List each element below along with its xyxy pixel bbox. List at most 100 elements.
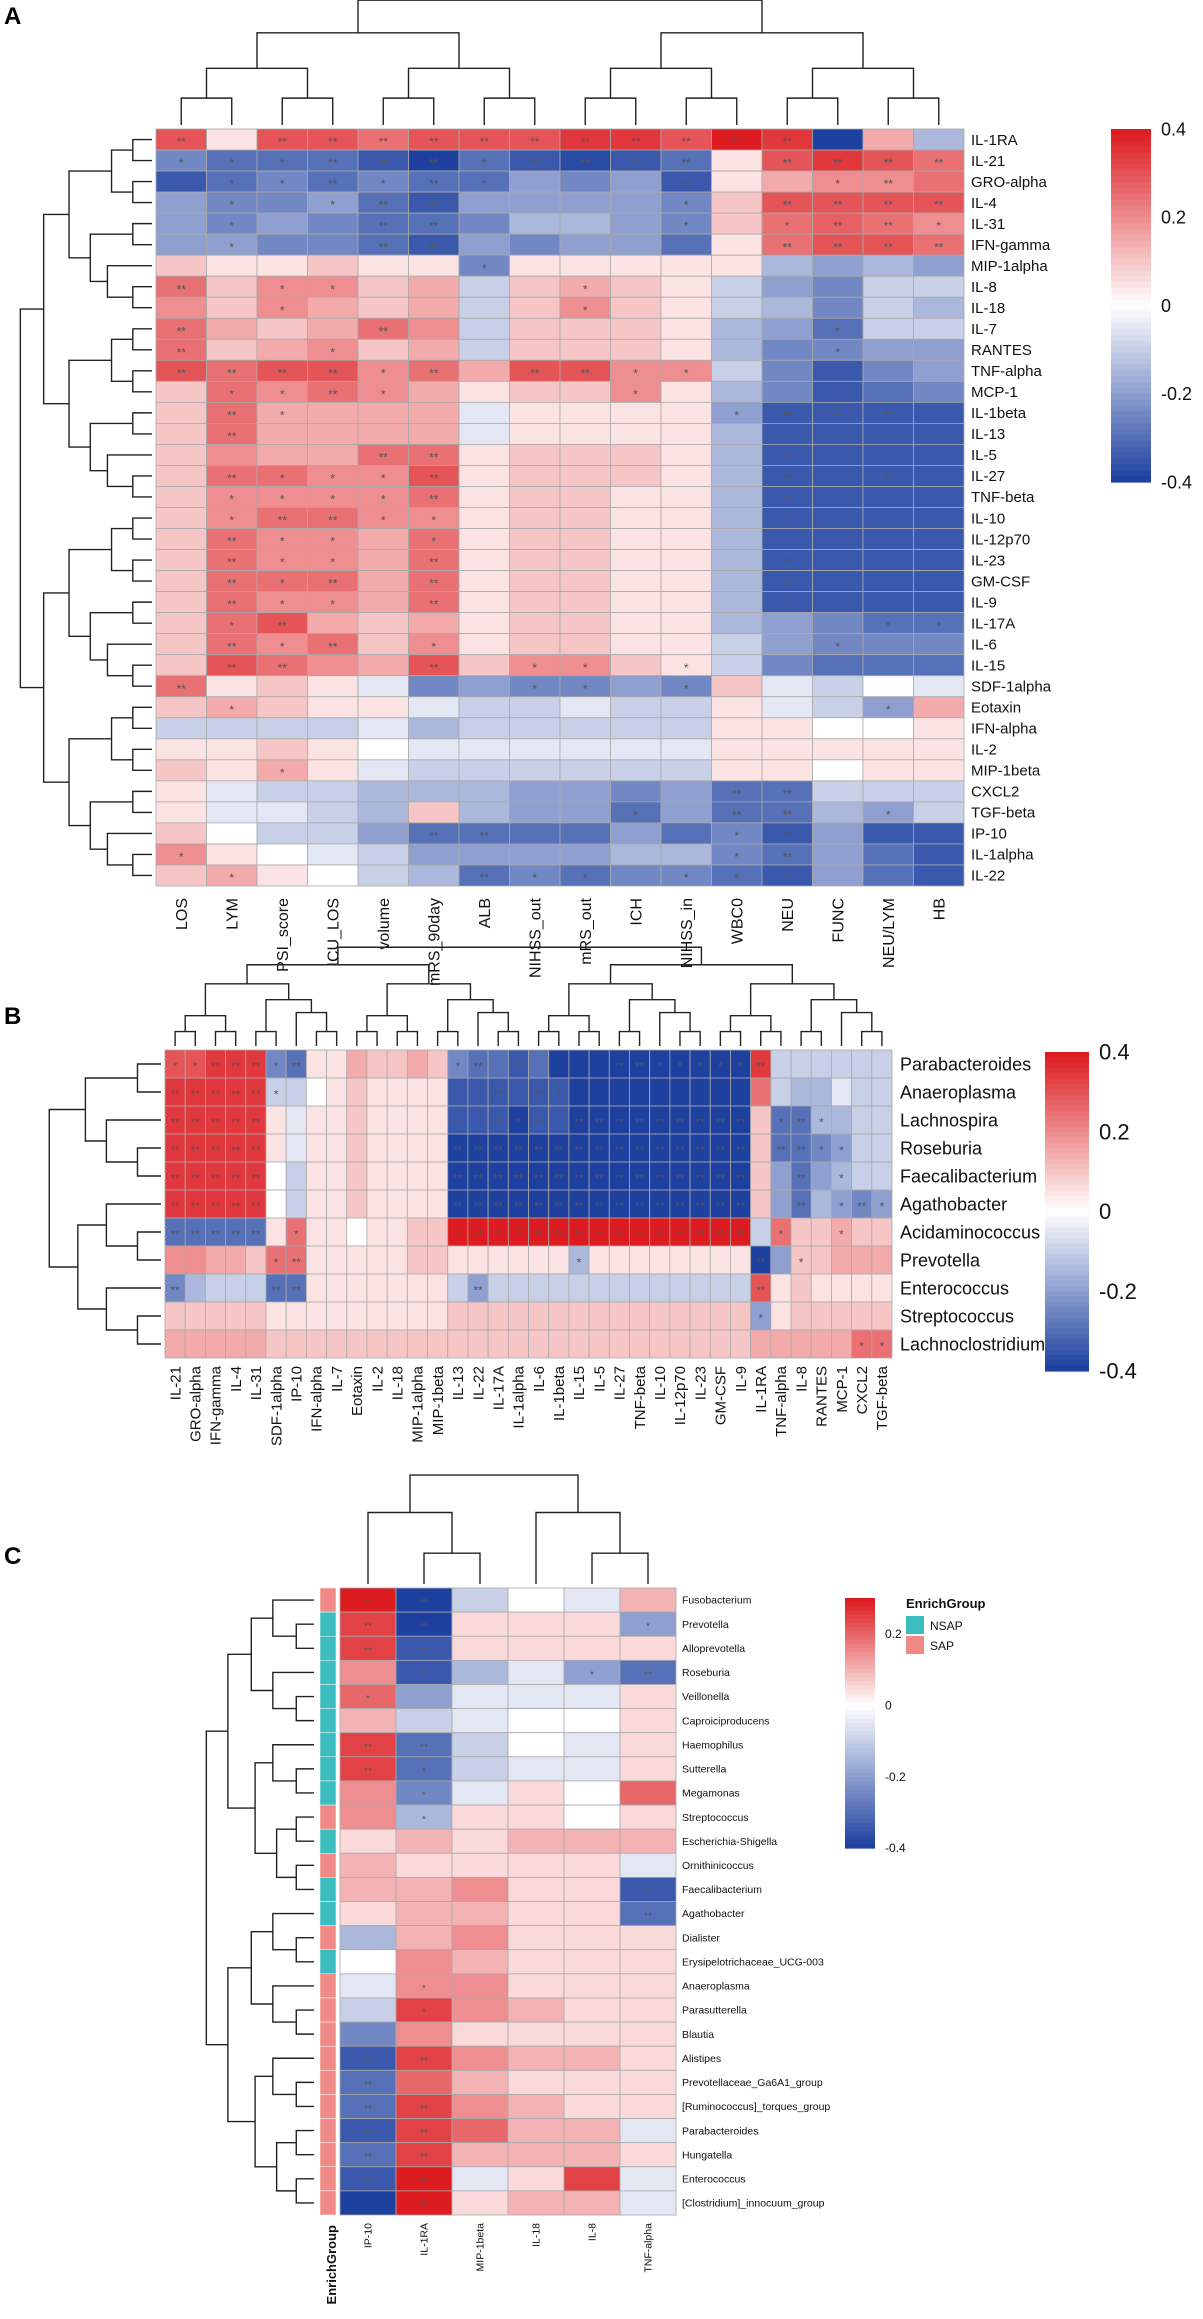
heatmap-cell	[913, 486, 965, 508]
significance-mark: *	[718, 1060, 723, 1074]
colorbar-step	[1045, 1307, 1089, 1314]
dendrogram-branch	[786, 97, 839, 125]
heatmap-cell	[563, 2094, 621, 2119]
heatmap-cell	[427, 1273, 449, 1303]
row-label: Parabacteroides	[900, 1054, 1031, 1074]
significance-mark: *	[880, 1200, 885, 1214]
significance-mark: **	[615, 1116, 625, 1130]
heatmap-cell	[509, 401, 561, 424]
heatmap-cell	[862, 507, 914, 529]
heatmap-cell	[204, 1273, 226, 1303]
significance-mark: *	[633, 366, 638, 380]
significance-mark: **	[177, 135, 187, 149]
heatmap-cell	[563, 2166, 621, 2192]
heatmap-cell	[366, 1105, 388, 1135]
heatmap-cell	[509, 507, 561, 529]
significance-mark: *	[280, 493, 285, 507]
significance-mark: **	[364, 2080, 372, 2091]
significance-mark: *	[229, 156, 234, 170]
row-label: IL-27	[971, 468, 1005, 485]
significance-mark: **	[364, 1766, 372, 1777]
heatmap-cell	[346, 1301, 368, 1331]
heatmap-cell	[507, 1876, 565, 1902]
significance-mark: *	[583, 303, 588, 317]
significance-mark: **	[227, 535, 237, 549]
heatmap-cell	[366, 1049, 388, 1079]
heatmap-cell	[366, 1217, 388, 1247]
group-legend-label: SAP	[930, 1639, 954, 1653]
colorbar-step	[1045, 1280, 1089, 1287]
heatmap-cell	[563, 1973, 621, 1999]
significance-mark: *	[590, 1670, 594, 1681]
heatmap-cell	[357, 338, 409, 361]
significance-mark: *	[583, 682, 588, 696]
heatmap-cell	[408, 843, 460, 866]
heatmap-cell	[458, 780, 510, 803]
heatmap-cell	[770, 1245, 792, 1275]
heatmap-cell	[507, 1732, 565, 1758]
heatmap-cell	[305, 1217, 327, 1247]
heatmap-cell	[559, 549, 611, 571]
significance-mark: *	[835, 387, 840, 401]
heatmap-cell	[563, 1659, 621, 1685]
significance-mark: *	[839, 1144, 844, 1158]
significance-mark: **	[191, 1144, 201, 1158]
heatmap-cell	[669, 1301, 691, 1331]
significance-mark: **	[379, 451, 389, 465]
significance-mark: **	[554, 1144, 564, 1158]
heatmap-cell	[386, 1049, 408, 1079]
column-label: CXCL2	[854, 1366, 871, 1414]
heatmap-cell	[790, 1049, 812, 1079]
heatmap-cell	[307, 780, 359, 803]
row-label: Eotaxin	[971, 700, 1021, 717]
significance-mark: **	[227, 430, 237, 444]
colorbar-step	[845, 1602, 875, 1607]
heatmap-cell	[711, 317, 763, 340]
heatmap-cell	[451, 1925, 509, 1951]
heatmap-cell	[305, 1329, 327, 1359]
heatmap-cell	[812, 675, 864, 698]
significance-mark: *	[455, 1116, 460, 1130]
column-label: IL-1beta	[551, 1365, 568, 1421]
colorbar-step	[845, 1810, 875, 1816]
colorbar-step	[1045, 1285, 1089, 1292]
significance-mark: *	[431, 514, 436, 528]
significance-mark: **	[615, 1060, 625, 1074]
enrich-group-cell	[319, 1635, 337, 1661]
dendrogram-branch	[382, 97, 435, 125]
row-label: Agathobacter	[682, 1908, 745, 1920]
significance-mark: **	[595, 1144, 605, 1158]
significance-mark: **	[695, 1144, 705, 1158]
significance-mark: **	[655, 1116, 665, 1130]
heatmap-cell	[563, 1708, 621, 1734]
significance-mark: *	[785, 514, 790, 528]
significance-mark: **	[227, 640, 237, 654]
significance-mark: **	[534, 1200, 544, 1214]
dendrogram-branch	[205, 1730, 228, 2046]
heatmap-cell	[711, 591, 763, 614]
heatmap-cell	[711, 275, 763, 298]
significance-mark: **	[429, 661, 439, 675]
heatmap-cell	[812, 254, 864, 277]
colorbar-step	[1045, 1126, 1089, 1133]
heatmap-cell	[395, 1901, 453, 1927]
heatmap-cell	[810, 1245, 832, 1275]
heatmap-cell	[619, 1876, 677, 1902]
heatmap-cell	[339, 1876, 397, 1902]
colorbar-step	[845, 1823, 875, 1828]
row-label: IL-1beta	[971, 405, 1027, 422]
colorbar-step	[1045, 1211, 1089, 1218]
heatmap-cell	[357, 780, 409, 803]
colorbar-step	[1045, 1301, 1089, 1308]
heatmap-cell	[831, 1273, 853, 1303]
significance-mark: **	[251, 1116, 261, 1130]
heatmap-cell	[660, 843, 712, 866]
heatmap-cell	[509, 591, 561, 614]
heatmap-cell	[862, 864, 914, 887]
heatmap-cell	[451, 1708, 509, 1734]
row-label: Sutterella	[682, 1764, 727, 1776]
heatmap-cell	[711, 212, 763, 235]
heatmap-cell	[458, 633, 510, 656]
heatmap-cell	[408, 338, 460, 361]
colorbar-step	[1045, 1206, 1089, 1213]
